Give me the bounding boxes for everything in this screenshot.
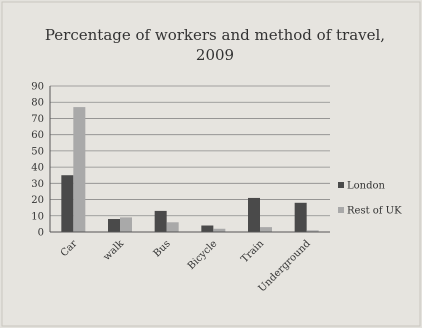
- y-tick-label: 20: [31, 195, 44, 206]
- bar-car-rest-of-uk: [73, 107, 86, 232]
- y-tick-label: 90: [31, 82, 44, 93]
- legend-label: Rest of UK: [347, 206, 402, 217]
- chart-title-line2: 2009: [196, 46, 234, 64]
- y-tick-label: 50: [31, 146, 44, 157]
- y-tick-label: 40: [31, 163, 44, 174]
- bar-car-london: [61, 175, 74, 232]
- bar-train-rest-of-uk: [260, 227, 272, 232]
- bar-walk-rest-of-uk: [120, 217, 132, 232]
- y-tick-label: 30: [31, 179, 44, 190]
- legend-swatch: [338, 207, 344, 213]
- bar-bus-london: [154, 210, 167, 232]
- bar-train-london: [248, 197, 260, 232]
- bar-bicycle-rest-of-uk: [213, 228, 226, 232]
- bars: [61, 107, 319, 232]
- y-tick-label: 0: [38, 228, 44, 239]
- y-tick-label: 60: [31, 130, 44, 141]
- legend: London Rest of UK: [338, 181, 402, 217]
- bar-underground-rest-of-uk: [306, 230, 319, 232]
- y-tick-label: 80: [31, 98, 44, 109]
- bar-bicycle-london: [201, 225, 214, 232]
- y-tick-label: 10: [31, 211, 44, 222]
- chart-title-line1: Percentage of workers and method of trav…: [45, 26, 385, 44]
- bar-bus-rest-of-uk: [166, 222, 179, 232]
- legend-swatch: [338, 182, 344, 188]
- bar-walk-london: [108, 219, 120, 232]
- bar-underground-london: [294, 202, 307, 232]
- y-tick-label: 70: [31, 114, 44, 125]
- legend-label: London: [347, 181, 386, 192]
